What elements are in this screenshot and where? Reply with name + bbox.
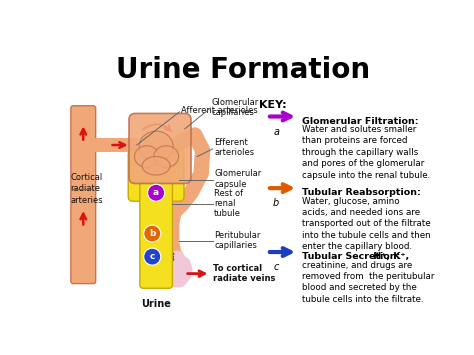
Text: Glomerular Filtration:: Glomerular Filtration: [302,116,419,126]
Text: KEY:: KEY: [259,100,287,110]
Text: Glomerular
capsule: Glomerular capsule [214,169,262,189]
Text: Glomerular
capillaries: Glomerular capillaries [212,98,259,117]
Text: creatinine, and drugs are
removed from  the peritubular
blood and secreted by th: creatinine, and drugs are removed from t… [302,261,434,304]
Text: b: b [149,229,155,238]
Ellipse shape [142,157,170,175]
Text: H⁺, K⁺,: H⁺, K⁺, [370,252,409,261]
Ellipse shape [135,146,159,167]
Ellipse shape [139,131,173,162]
Text: Urine Formation: Urine Formation [116,56,370,84]
Ellipse shape [154,146,179,167]
FancyBboxPatch shape [71,106,96,284]
Text: c: c [273,262,279,272]
Text: a: a [273,126,279,137]
Text: To cortical
radiate veins: To cortical radiate veins [213,264,275,283]
Circle shape [144,225,161,242]
FancyBboxPatch shape [129,114,191,184]
Circle shape [147,184,164,201]
FancyBboxPatch shape [128,149,184,201]
FancyBboxPatch shape [140,182,173,288]
Text: Peritubular
capillaries: Peritubular capillaries [214,231,261,250]
Text: b: b [273,198,279,208]
Text: Afferent arterioles: Afferent arterioles [181,106,258,115]
Text: Water, glucose, amino
acids, and needed ions are
transported out of the filtrate: Water, glucose, amino acids, and needed … [302,197,430,251]
Text: a: a [153,188,159,197]
Circle shape [144,248,161,265]
Text: Tubular Secretion:: Tubular Secretion: [302,252,400,261]
Text: Urine: Urine [141,299,171,310]
Text: Tubular Reabsorption:: Tubular Reabsorption: [302,188,420,197]
Text: c: c [150,252,155,261]
Text: Cortical
radiate
arteries: Cortical radiate arteries [70,173,103,205]
Text: Rest of
renal
tubule: Rest of renal tubule [214,189,243,218]
Text: Water and solutes smaller
than proteins are forced
through the capillary walls
a: Water and solutes smaller than proteins … [302,125,430,180]
Text: Efferent
arterioles: Efferent arterioles [214,138,255,157]
